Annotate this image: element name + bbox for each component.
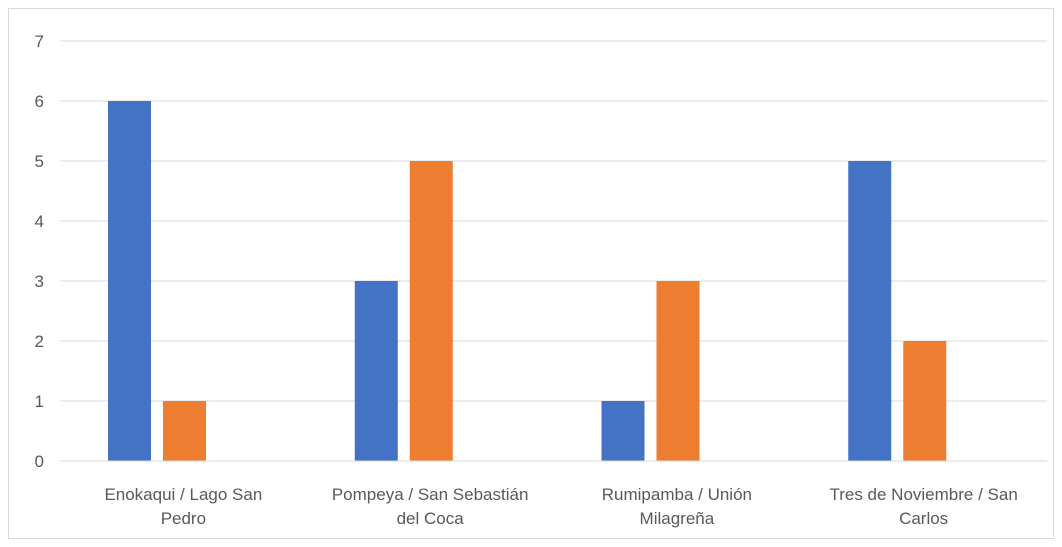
- x-category-label: Enokaqui / Lago San Pedro: [104, 485, 262, 528]
- y-tick-label: 7: [35, 32, 44, 51]
- bar-series1-cat3: [601, 401, 645, 461]
- x-category-label: Tres de Noviembre / San Carlos: [829, 485, 1017, 528]
- x-category-label-line: Milagreña: [640, 509, 715, 528]
- x-category-label-line: Carlos: [899, 509, 948, 528]
- y-tick-label: 6: [35, 92, 44, 111]
- bars: [108, 101, 947, 461]
- y-tick-label: 4: [35, 212, 44, 231]
- bar-series1-cat4: [848, 161, 892, 461]
- x-category-label: Pompeya / San Sebastián del Coca: [332, 485, 529, 528]
- bar-series2-cat2: [409, 161, 453, 461]
- bar-series2-cat1: [163, 401, 206, 461]
- x-axis-labels: Enokaqui / Lago San Pedro Pompeya / San Se…: [104, 485, 1017, 528]
- gridlines: [60, 40, 1047, 402]
- x-category-label-line: del Coca: [397, 509, 465, 528]
- y-tick-label: 2: [35, 332, 44, 351]
- x-category-label-line: Tres de Noviembre / San: [829, 485, 1017, 504]
- bar-series2-cat3: [656, 281, 700, 461]
- bar-series1-cat2: [354, 281, 398, 461]
- bar-series2-cat4: [903, 341, 947, 461]
- y-tick-label: 0: [35, 452, 44, 471]
- x-category-label-line: Pompeya / San Sebastián: [332, 485, 529, 504]
- y-axis-ticks: 0 1 2 3 4 5 6 7: [35, 32, 44, 471]
- x-category-label-line: Enokaqui / Lago San: [104, 485, 262, 504]
- y-tick-label: 3: [35, 272, 44, 291]
- y-tick-label: 1: [35, 392, 44, 411]
- bar-series1-cat1: [108, 101, 151, 461]
- y-tick-label: 5: [35, 152, 44, 171]
- x-category-label-line: Rumipamba / Unión: [602, 485, 752, 504]
- x-category-label: Rumipamba / Unión Milagreña: [602, 485, 752, 528]
- x-category-label-line: Pedro: [161, 509, 206, 528]
